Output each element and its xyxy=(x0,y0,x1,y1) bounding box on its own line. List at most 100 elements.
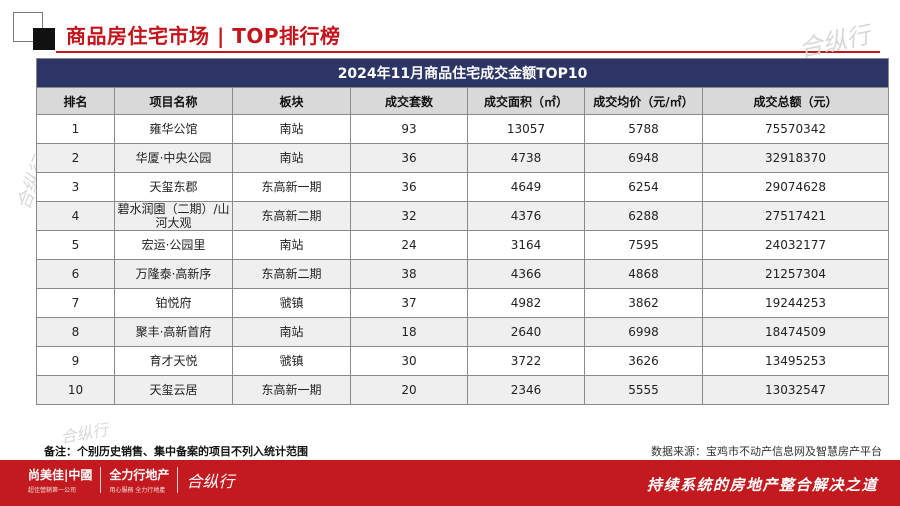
table-row: 10 天玺云居 东高新一期 20 2346 5555 13032547 xyxy=(36,375,890,405)
table-cell: 天玺东郡 xyxy=(114,172,233,202)
footnote: 备注：个别历史销售、集中备案的项目不列入统计范围 xyxy=(44,445,308,458)
table-cell: 18474509 xyxy=(701,317,890,347)
table-cell: 93 xyxy=(350,114,468,144)
decorative-square-outline xyxy=(13,12,43,42)
table-cell: 6948 xyxy=(584,143,703,173)
table-header-row: 排名 项目名称 板块 成交套数 成交面积（㎡） 成交均价（元/㎡） 成交总额（元） xyxy=(36,87,890,115)
table-row: 7 铂悦府 虢镇 37 4982 3862 19244253 xyxy=(36,288,890,318)
table-cell: 4366 xyxy=(467,259,585,289)
brand-logos: 尚美佳|中國 超佳營銷第一公司 全力行地产 用心服務 全力行地產 合纵行 xyxy=(20,466,242,494)
table-cell: 75570342 xyxy=(701,114,890,144)
page-title: 商品房住宅市场 | TOP排行榜 xyxy=(66,24,341,48)
brand-divider xyxy=(177,467,179,493)
table-cell: 东高新二期 xyxy=(232,259,351,289)
brand-name: 全力行地产 xyxy=(109,468,170,482)
table-cell: 东高新一期 xyxy=(232,172,351,202)
table-row: 2 华厦·中央公园 南站 36 4738 6948 32918370 xyxy=(36,143,890,173)
table-cell: 13495253 xyxy=(701,346,890,376)
table-row: 8 聚丰·高新首府 南站 18 2640 6998 18474509 xyxy=(36,317,890,347)
table-cell: 东高新一期 xyxy=(232,375,351,405)
column-header: 排名 xyxy=(36,87,115,115)
table-cell: 27517421 xyxy=(701,201,890,231)
table-cell: 29074628 xyxy=(701,172,890,202)
table-cell: 32918370 xyxy=(701,143,890,173)
table-cell: 8 xyxy=(36,317,115,347)
table-cell: 南站 xyxy=(232,143,351,173)
table-cell: 4868 xyxy=(584,259,703,289)
table-cell: 3862 xyxy=(584,288,703,318)
table-cell: 19244253 xyxy=(701,288,890,318)
table-cell: 38 xyxy=(350,259,468,289)
table-cell: 37 xyxy=(350,288,468,318)
table-cell: 南站 xyxy=(232,230,351,260)
table-cell: 5 xyxy=(36,230,115,260)
table-cell: 宏运·公园里 xyxy=(114,230,233,260)
column-header: 成交套数 xyxy=(350,87,468,115)
decorative-square-solid xyxy=(33,28,55,50)
table-cell: 万隆泰·高新序 xyxy=(114,259,233,289)
data-source: 数据来源：宝鸡市不动产信息网及智慧房产平台 xyxy=(651,445,882,458)
table-body: 1 雍华公馆 南站 93 13057 5788 75570342 2 华厦·中央公园 南站 36 47… xyxy=(36,114,890,405)
table-cell: 3626 xyxy=(584,346,703,376)
table-cell: 虢镇 xyxy=(232,288,351,318)
table-cell: 36 xyxy=(350,143,468,173)
table-cell: 6 xyxy=(36,259,115,289)
table-cell: 3722 xyxy=(467,346,585,376)
table-cell: 天玺云居 xyxy=(114,375,233,405)
brand-divider xyxy=(100,467,102,493)
table-cell: 聚丰·高新首府 xyxy=(114,317,233,347)
column-header: 板块 xyxy=(232,87,351,115)
table-cell: 4376 xyxy=(467,201,585,231)
title-divider xyxy=(56,51,880,53)
table-cell: 碧水润園（二期）/山河大观 xyxy=(114,201,233,231)
table-cell: 2346 xyxy=(467,375,585,405)
table-cell: 5555 xyxy=(584,375,703,405)
table-cell: 4738 xyxy=(467,143,585,173)
table-cell: 华厦·中央公园 xyxy=(114,143,233,173)
table-cell: 21257304 xyxy=(701,259,890,289)
brand-hezongxing: 合纵行 xyxy=(178,468,242,492)
table-row: 9 育才天悦 虢镇 30 3722 3626 13495253 xyxy=(36,346,890,376)
table-cell: 东高新二期 xyxy=(232,201,351,231)
table-cell: 7595 xyxy=(584,230,703,260)
table-cell: 2 xyxy=(36,143,115,173)
brand-tagline: 超佳營銷第一公司 xyxy=(28,487,77,494)
column-header: 项目名称 xyxy=(114,87,233,115)
table-cell: 1 xyxy=(36,114,115,144)
ranking-table-container: 2024年11月商品住宅成交金额TOP10 排名 项目名称 板块 成交套数 成交面积（㎡… xyxy=(35,58,890,405)
table-cell: 30 xyxy=(350,346,468,376)
table-cell: 20 xyxy=(350,375,468,405)
column-header: 成交均价（元/㎡） xyxy=(584,87,703,115)
table-cell: 13057 xyxy=(467,114,585,144)
table-cell: 南站 xyxy=(232,317,351,347)
column-header: 成交总额（元） xyxy=(701,87,890,115)
brand-logo-text: 合纵行 xyxy=(186,472,235,491)
table-row: 4 碧水润園（二期）/山河大观 东高新二期 32 4376 6288 27517421 xyxy=(36,201,890,231)
table-cell: 9 xyxy=(36,346,115,376)
table-cell: 4982 xyxy=(467,288,585,318)
watermark-logo: 合纵行 xyxy=(796,20,873,64)
table-cell: 2640 xyxy=(467,317,585,347)
table-cell: 南站 xyxy=(232,114,351,144)
table-cell: 24032177 xyxy=(701,230,890,260)
table-cell: 5788 xyxy=(584,114,703,144)
table-cell: 32 xyxy=(350,201,468,231)
table-cell: 18 xyxy=(350,317,468,347)
table-row: 6 万隆泰·高新序 东高新二期 38 4366 4868 21257304 xyxy=(36,259,890,289)
table-cell: 7 xyxy=(36,288,115,318)
table-cell: 育才天悦 xyxy=(114,346,233,376)
table-row: 5 宏运·公园里 南站 24 3164 7595 24032177 xyxy=(36,230,890,260)
table-cell: 3164 xyxy=(467,230,585,260)
brand-name: 尚美佳|中國 xyxy=(28,468,93,482)
footer-bar: 尚美佳|中國 超佳營銷第一公司 全力行地产 用心服務 全力行地產 合纵行 持续系… xyxy=(0,460,900,506)
table-cell: 6288 xyxy=(584,201,703,231)
table-cell: 24 xyxy=(350,230,468,260)
table-cell: 6254 xyxy=(584,172,703,202)
footer-slogan: 持续系统的房地产整合解决之道 xyxy=(646,476,878,494)
brand-tagline: 用心服務 全力行地產 xyxy=(109,487,166,494)
table-cell: 6998 xyxy=(584,317,703,347)
table-row: 3 天玺东郡 东高新一期 36 4649 6254 29074628 xyxy=(36,172,890,202)
ranking-table: 2024年11月商品住宅成交金额TOP10 排名 项目名称 板块 成交套数 成交面积（㎡… xyxy=(35,58,890,405)
table-cell: 4649 xyxy=(467,172,585,202)
table-cell: 虢镇 xyxy=(232,346,351,376)
